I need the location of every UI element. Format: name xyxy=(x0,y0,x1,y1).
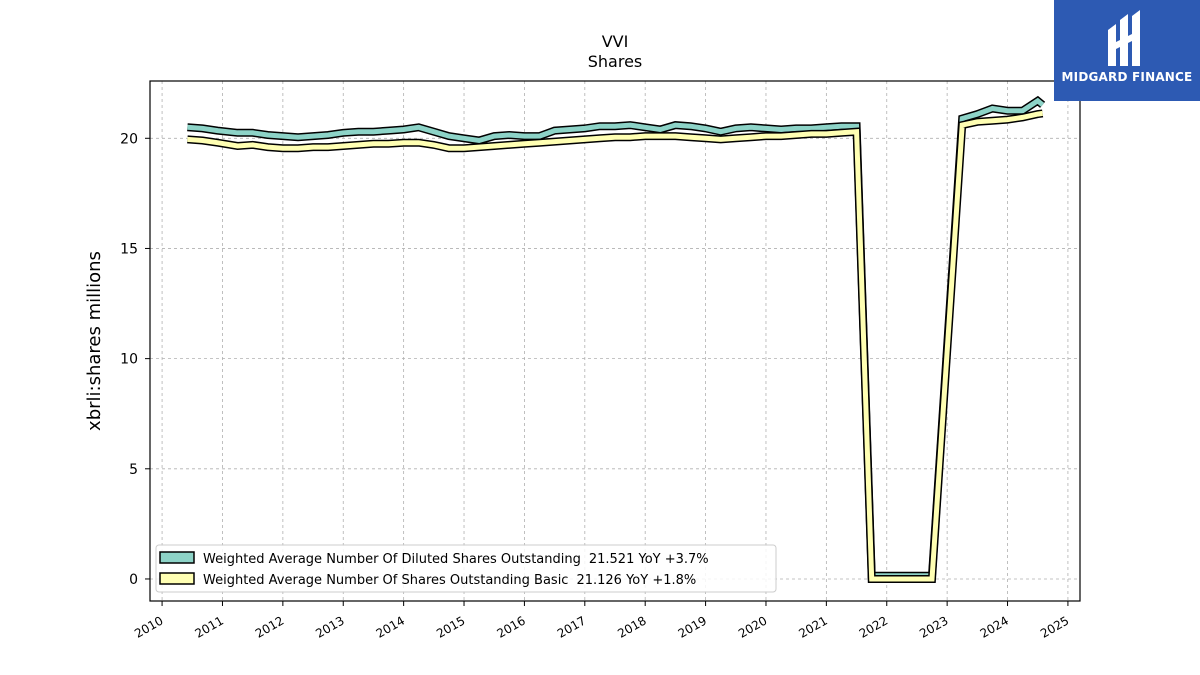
y-tick-label: 15 xyxy=(120,241,138,257)
chart-subtitle: Shares xyxy=(588,52,643,71)
y-axis-label: xbrli:shares millions xyxy=(84,251,105,431)
x-tick-label: 2025 xyxy=(1038,613,1071,640)
series-layer xyxy=(187,95,1046,583)
x-tick-label: 2021 xyxy=(796,613,829,640)
x-tick-label: 2019 xyxy=(676,613,709,640)
series-line-diluted xyxy=(187,97,1045,579)
x-tick-label: 2022 xyxy=(857,613,890,640)
y-tick-label: 5 xyxy=(129,462,138,478)
legend: Weighted Average Number Of Diluted Share… xyxy=(155,544,777,593)
x-tick-label: 2020 xyxy=(736,613,769,640)
x-tick-label: 2013 xyxy=(313,613,346,640)
x-tick-label: 2023 xyxy=(917,613,950,640)
series-line-outline-diluted xyxy=(187,95,1046,580)
legend-series-name: Weighted Average Number Of Diluted Share… xyxy=(203,552,581,567)
series-line-basic xyxy=(187,110,1043,582)
x-tick-label: 2012 xyxy=(253,613,286,640)
legend-series-stats: 21.126 YoY +1.8% xyxy=(576,573,696,588)
legend-swatch-basic xyxy=(159,572,195,585)
logo-mark-icon xyxy=(1108,10,1140,66)
legend-series-stats: 21.521 YoY +3.7% xyxy=(589,552,709,567)
y-axis-ticks: 0 5 10 15 20 xyxy=(120,131,150,588)
midgard-finance-logo: MIDGARD FINANCE xyxy=(1054,0,1200,101)
x-tick-label: 2010 xyxy=(132,613,165,640)
y-tick-label: 0 xyxy=(129,572,138,588)
logo-text: MIDGARD FINANCE xyxy=(1061,70,1193,84)
chart-title: VVI xyxy=(602,32,629,51)
y-tick-label: 10 xyxy=(120,352,138,368)
x-tick-label: 2015 xyxy=(434,613,467,640)
plot-frame xyxy=(149,80,1081,602)
x-tick-label: 2014 xyxy=(374,613,407,640)
x-tick-label: 2018 xyxy=(615,613,648,640)
x-axis-ticks: 2010 2011 2012 2013 2014 2015 2016 2017 2018 2019… xyxy=(132,601,1071,641)
legend-swatch-diluted xyxy=(159,551,195,564)
legend-label-diluted: Weighted Average Number Of Diluted Share… xyxy=(203,552,709,567)
legend-series-name: Weighted Average Number Of Shares Outsta… xyxy=(203,573,568,588)
x-tick-label: 2016 xyxy=(494,613,527,640)
y-tick-label: 20 xyxy=(120,131,138,147)
legend-label-basic: Weighted Average Number Of Shares Outsta… xyxy=(203,573,696,588)
x-tick-label: 2017 xyxy=(555,613,588,640)
x-tick-label: 2011 xyxy=(193,613,226,640)
x-tick-label: 2024 xyxy=(978,613,1011,640)
series-line-outline-basic xyxy=(187,109,1044,583)
legend-box xyxy=(155,544,777,593)
grid-lines xyxy=(150,81,1080,601)
